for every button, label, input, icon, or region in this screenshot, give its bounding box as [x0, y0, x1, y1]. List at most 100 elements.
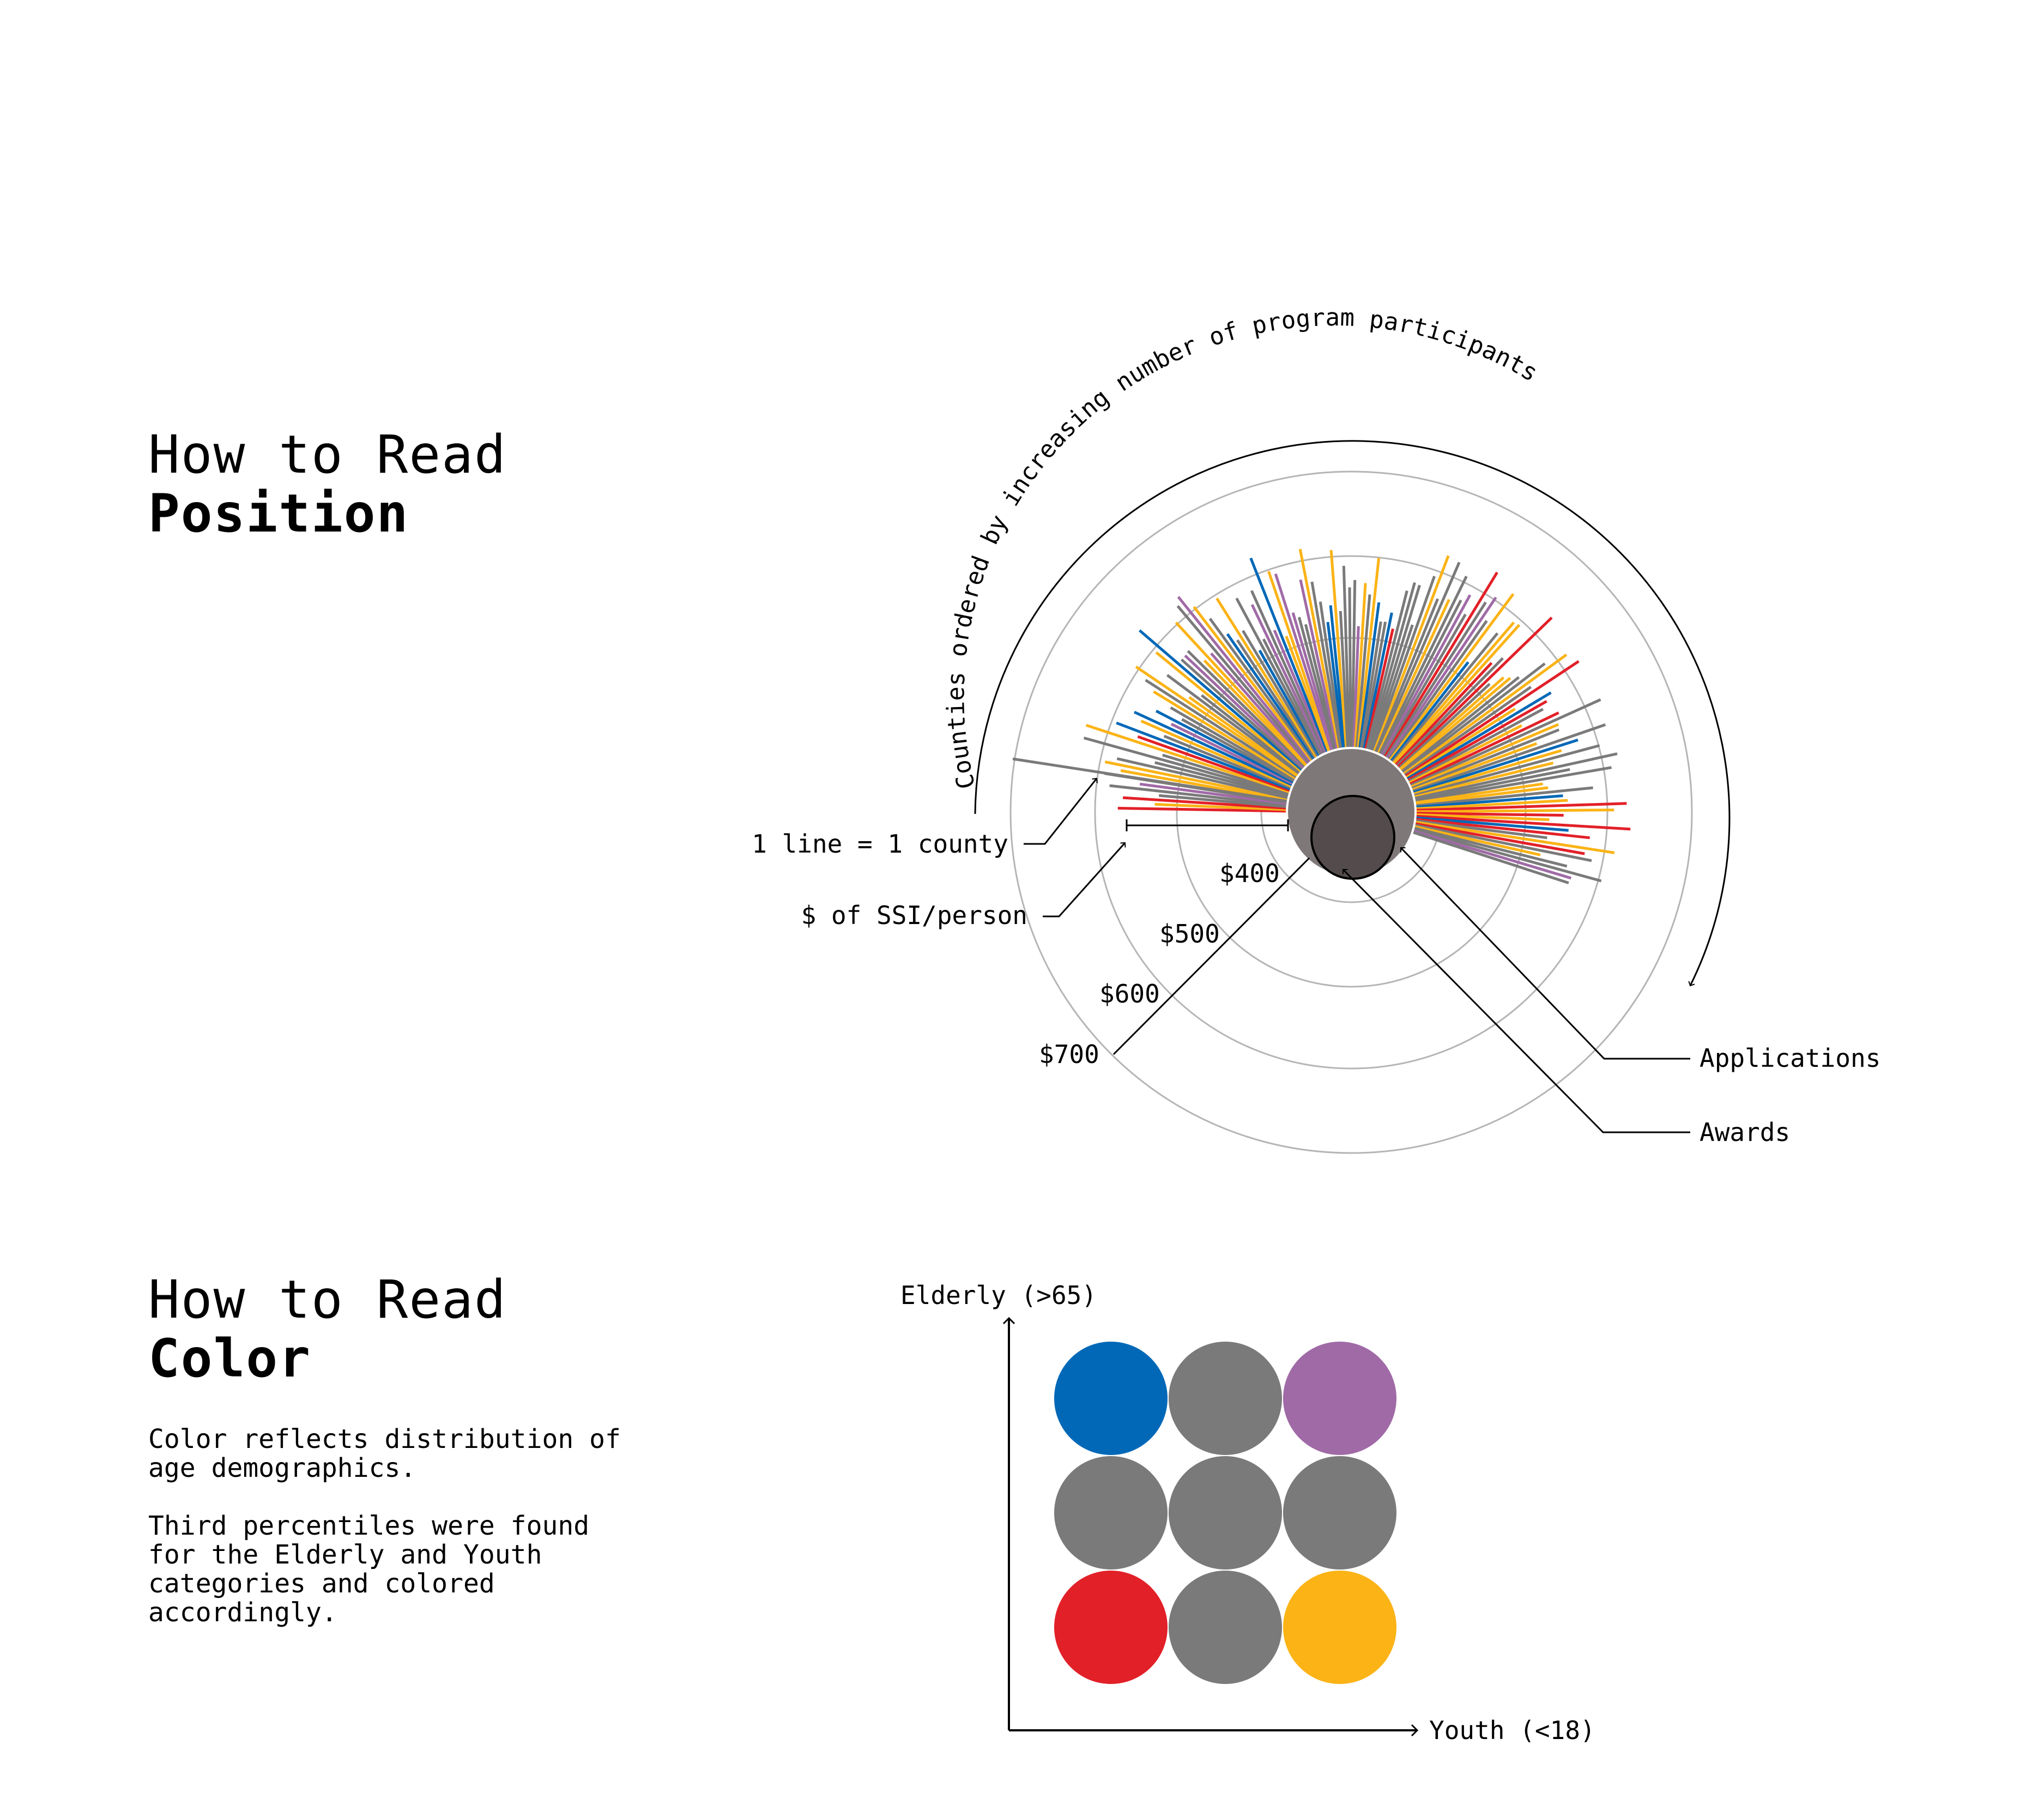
county-line [1405, 691, 1552, 781]
county-line [1299, 579, 1339, 751]
county-line [1393, 662, 1493, 768]
county-line [1410, 723, 1606, 793]
county-line [1359, 621, 1382, 750]
callouts: 1 line = 1 county $ of SSI/person Applic… [752, 777, 1880, 1147]
legend-dot-r3-c3 [1283, 1571, 1396, 1684]
county-line [1366, 582, 1416, 752]
one-line-leader [1024, 777, 1098, 845]
county-line [1133, 710, 1295, 787]
county-line [1176, 605, 1312, 765]
county-line [1163, 734, 1293, 790]
county-line [1413, 768, 1570, 802]
y-axis-label: Elderly (>65) [900, 1281, 1097, 1310]
county-line [1376, 599, 1450, 756]
county-line [1412, 752, 1618, 800]
county-line [1188, 696, 1301, 777]
county-line [1395, 617, 1553, 769]
county-line [1348, 587, 1352, 750]
county-line [1412, 762, 1554, 799]
county-line [1389, 661, 1469, 764]
county-line [1414, 812, 1564, 817]
county-line [1262, 638, 1324, 757]
county-line [1310, 581, 1342, 751]
county-line [1394, 657, 1504, 769]
county-line [1406, 708, 1544, 784]
county-line [1412, 828, 1602, 883]
county-line [1409, 728, 1560, 790]
color-description-1: Color reflects distribution of age demog… [148, 1424, 621, 1483]
county-line [1235, 597, 1323, 757]
county-line [1352, 626, 1360, 750]
county-line [1412, 744, 1600, 798]
county-line [1383, 571, 1498, 759]
county-line [1250, 590, 1327, 756]
county-line [1368, 584, 1421, 752]
county-line [1362, 612, 1393, 751]
legend-dot-r3-c1 [1054, 1571, 1168, 1684]
county-line [1396, 683, 1491, 771]
county-line [1412, 826, 1568, 868]
county-line [1155, 709, 1296, 784]
ring-label-700: $700 [1039, 1040, 1099, 1069]
county-line [1242, 630, 1320, 759]
county-line [1180, 658, 1305, 771]
county-line [1298, 548, 1341, 751]
county-line [1181, 718, 1297, 783]
county-line [1390, 632, 1499, 764]
county-line [1414, 817, 1590, 840]
county-line [1375, 562, 1461, 755]
x-axis-label: Youth (<18) [1429, 1716, 1595, 1745]
county-line [1158, 794, 1289, 808]
legend-dot-r1-c3 [1283, 1342, 1396, 1455]
county-line [1402, 686, 1532, 777]
county-line [1413, 782, 1543, 805]
county-line [1414, 799, 1568, 811]
color-heading-bold: Color [148, 1328, 311, 1389]
county-line [1386, 620, 1488, 762]
county-line [1236, 639, 1318, 760]
county-line [1339, 611, 1350, 750]
county-line [1364, 628, 1394, 751]
county-line [1291, 612, 1335, 752]
county-line [1413, 786, 1549, 806]
position-diagram: Counties ordered by increasing number of… [752, 304, 1880, 1154]
county-line [1085, 723, 1292, 794]
county-line [1414, 802, 1627, 812]
county-line [1166, 674, 1302, 776]
county-line [1414, 794, 1563, 809]
ssi-leader [1043, 842, 1126, 917]
county-line [1203, 659, 1309, 768]
county-line [1162, 753, 1291, 795]
county-line [1210, 652, 1311, 766]
county-line [1403, 660, 1580, 778]
county-line [1369, 624, 1414, 753]
one-line-label: 1 line = 1 county [752, 829, 1008, 859]
county-line [1117, 807, 1289, 813]
ring-label-600: $600 [1099, 979, 1160, 1009]
applications-label: Applications [1700, 1043, 1880, 1073]
county-line [1411, 749, 1562, 796]
legend-dot-r1-c1 [1054, 1342, 1168, 1455]
county-lines [1012, 548, 1631, 884]
county-line [1365, 590, 1408, 752]
county-line [1411, 829, 1572, 880]
county-line [1408, 698, 1601, 788]
county-line [1401, 653, 1568, 776]
county-line [1381, 613, 1467, 758]
county-line [1193, 606, 1314, 763]
county-line [1404, 708, 1516, 780]
county-line [1285, 636, 1331, 754]
legend-dot-r2-c3 [1283, 1456, 1396, 1569]
county-line [1413, 766, 1612, 803]
county-line [1267, 571, 1332, 753]
county-line [1384, 601, 1487, 760]
county-line [1329, 605, 1346, 750]
county-line [1155, 651, 1303, 774]
legend-dot-r1-c2 [1169, 1342, 1282, 1455]
county-line [1353, 583, 1367, 750]
county-line [1145, 679, 1299, 780]
legend-dot-r3-c2 [1169, 1571, 1282, 1684]
color-heading: How to Read Color [148, 1270, 507, 1388]
county-line [1184, 654, 1307, 770]
county-line [1137, 735, 1292, 793]
